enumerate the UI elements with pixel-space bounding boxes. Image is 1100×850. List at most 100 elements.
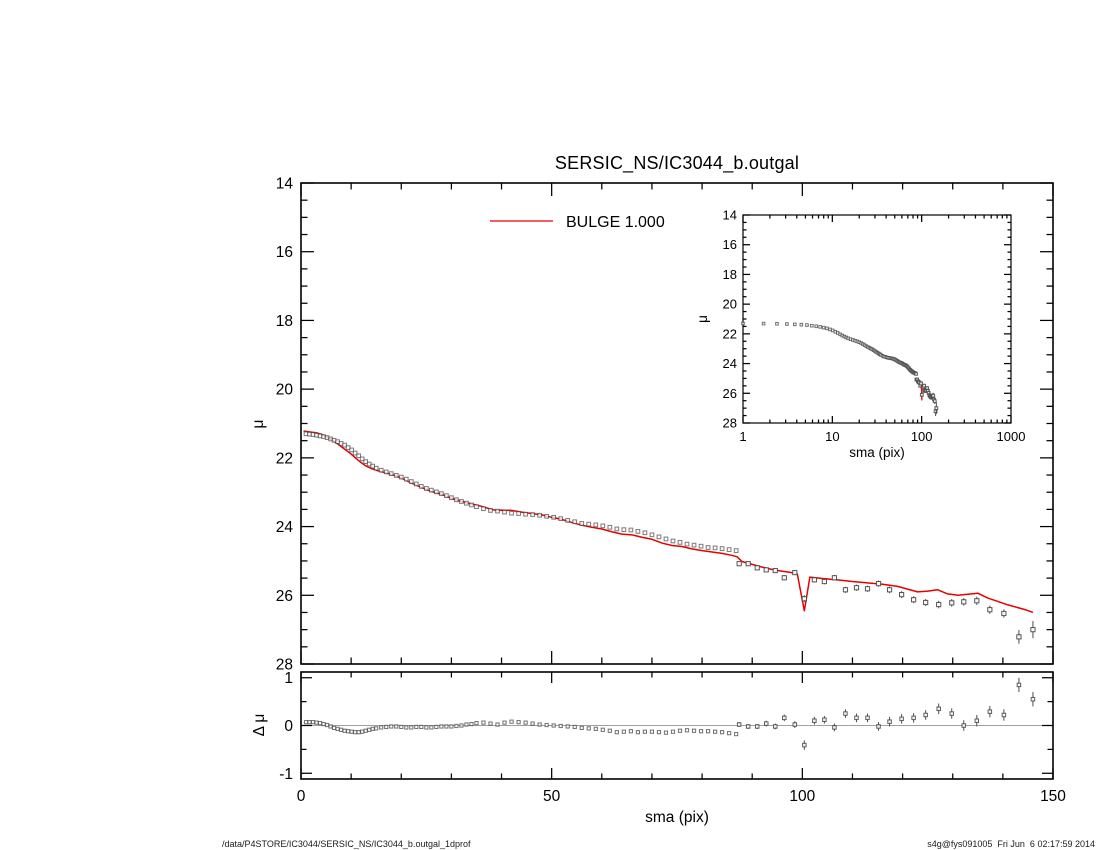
data-point-square bbox=[434, 489, 439, 495]
data-point-square bbox=[469, 721, 474, 727]
data-point-square bbox=[310, 720, 316, 725]
data-point-square bbox=[934, 406, 939, 411]
data-point-square bbox=[363, 459, 369, 464]
data-point-square bbox=[663, 730, 669, 735]
inset-y-axis-label: μ bbox=[695, 315, 710, 323]
data-point-square bbox=[579, 521, 585, 526]
data-point-square bbox=[586, 726, 591, 731]
data-point-square bbox=[635, 730, 640, 735]
data-point-square bbox=[481, 720, 486, 725]
data-point-square bbox=[987, 607, 993, 613]
data-point-square bbox=[544, 722, 549, 728]
data-point-square bbox=[454, 497, 459, 503]
data-point-square bbox=[1001, 610, 1007, 617]
data-point-square bbox=[922, 383, 926, 388]
data-point-square bbox=[801, 596, 807, 602]
data-point-square bbox=[607, 728, 612, 733]
data-point-square bbox=[875, 581, 882, 587]
model-line bbox=[303, 430, 1034, 614]
data-point-square bbox=[734, 731, 739, 737]
inset-sparse-points bbox=[914, 377, 939, 417]
data-point-square bbox=[444, 724, 449, 729]
data-point-square bbox=[419, 724, 424, 730]
data-point-square bbox=[773, 724, 778, 729]
data-point-square bbox=[865, 715, 870, 721]
data-point-square bbox=[814, 324, 819, 329]
residual-dense-points bbox=[303, 719, 739, 737]
data-point-square bbox=[356, 453, 362, 459]
data-point-square bbox=[459, 499, 464, 504]
data-point-square bbox=[670, 729, 676, 734]
inset-x-tick-label: 100 bbox=[911, 429, 933, 444]
residual-y-tick-label: 1 bbox=[284, 670, 293, 687]
data-point-square bbox=[828, 327, 832, 332]
data-point-square bbox=[509, 719, 514, 724]
data-point-square bbox=[898, 591, 905, 598]
data-point-square bbox=[974, 718, 980, 723]
data-point-square bbox=[670, 538, 676, 544]
data-point-square bbox=[810, 323, 814, 328]
data-point-square bbox=[328, 724, 333, 729]
data-point-square bbox=[1016, 634, 1022, 640]
data-point-square bbox=[565, 518, 571, 523]
data-point-square bbox=[404, 725, 409, 730]
data-point-square bbox=[843, 711, 848, 716]
data-point-square bbox=[516, 720, 521, 725]
data-point-square bbox=[523, 511, 528, 517]
data-point-square bbox=[469, 502, 474, 508]
data-point-square bbox=[936, 706, 941, 712]
data-point-square bbox=[409, 725, 414, 730]
data-point-square bbox=[572, 519, 578, 525]
data-point-square bbox=[936, 601, 942, 608]
data-point-square bbox=[530, 512, 535, 517]
data-point-square bbox=[360, 729, 365, 734]
data-point-square bbox=[720, 730, 725, 735]
data-point-square bbox=[434, 724, 439, 730]
data-point-square bbox=[887, 719, 892, 724]
data-point-square bbox=[811, 577, 817, 583]
data-point-square bbox=[642, 729, 648, 734]
data-point-square bbox=[439, 491, 444, 496]
data-point-square bbox=[712, 545, 718, 551]
data-point-square bbox=[335, 726, 340, 731]
data-point-square bbox=[413, 481, 419, 487]
data-point-square bbox=[342, 442, 347, 448]
data-point-square bbox=[389, 724, 394, 729]
data-point-square bbox=[370, 726, 375, 731]
data-point-square bbox=[745, 724, 751, 729]
profile-dense-points bbox=[303, 431, 739, 553]
data-point-square bbox=[691, 728, 697, 733]
data-point-square bbox=[677, 728, 683, 733]
data-point-square bbox=[812, 718, 817, 723]
data-point-square bbox=[600, 523, 606, 529]
data-point-square bbox=[579, 725, 584, 730]
data-point-square bbox=[424, 725, 429, 730]
data-point-square bbox=[736, 722, 742, 727]
data-point-square bbox=[449, 724, 454, 729]
data-point-square bbox=[656, 730, 662, 735]
data-point-square bbox=[763, 567, 769, 573]
data-point-square bbox=[346, 729, 351, 734]
data-point-square bbox=[864, 586, 871, 592]
data-point-square bbox=[621, 527, 627, 533]
data-point-square bbox=[530, 721, 535, 726]
data-point-square bbox=[772, 567, 778, 574]
data-point-square bbox=[782, 715, 787, 721]
legend-model-label: BULGE 1.000 bbox=[566, 214, 665, 231]
data-point-square bbox=[593, 726, 598, 731]
inset-x-tick-label: 1 bbox=[739, 429, 746, 444]
inset-y-tick-label: 14 bbox=[723, 208, 737, 223]
main-y-axis-label: μ bbox=[250, 420, 267, 429]
data-point-square bbox=[349, 447, 354, 453]
data-point-square bbox=[331, 725, 337, 730]
data-point-square bbox=[705, 545, 711, 550]
data-point-square bbox=[558, 516, 564, 522]
data-point-square bbox=[821, 325, 826, 330]
data-point-square bbox=[649, 532, 655, 538]
data-point-square bbox=[691, 542, 697, 548]
data-point-square bbox=[428, 487, 434, 493]
data-point-square bbox=[459, 723, 464, 728]
data-point-square bbox=[919, 381, 923, 386]
